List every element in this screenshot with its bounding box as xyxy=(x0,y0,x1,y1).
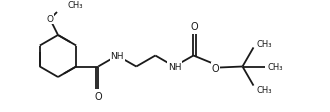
Text: NH: NH xyxy=(111,52,124,60)
Text: CH₃: CH₃ xyxy=(68,1,83,10)
Text: O: O xyxy=(212,63,219,73)
Text: O: O xyxy=(47,15,53,24)
Text: NH: NH xyxy=(168,62,181,71)
Text: CH₃: CH₃ xyxy=(256,40,272,48)
Text: O: O xyxy=(94,91,102,101)
Text: O: O xyxy=(191,22,198,32)
Text: CH₃: CH₃ xyxy=(268,62,283,71)
Text: CH₃: CH₃ xyxy=(256,85,272,94)
